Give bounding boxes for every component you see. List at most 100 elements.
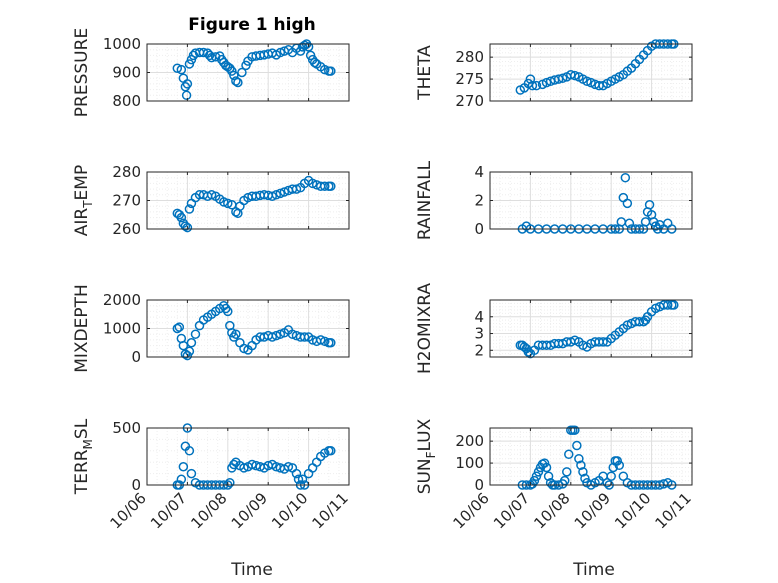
x-tick-label: 10/07 [490, 489, 533, 532]
data-point [326, 181, 336, 191]
data-point [229, 459, 239, 470]
data-point [291, 468, 302, 479]
y-tick-label: 3 [474, 325, 484, 343]
y-tick-label: 0 [474, 220, 484, 238]
data-point [190, 329, 201, 339]
data-point [186, 338, 197, 348]
y-tick-label: 500 [112, 419, 141, 437]
subplot-mixdepth: 0 1000 2000 MIXDEPTH [72, 284, 350, 373]
data-point [178, 340, 189, 351]
subplot-air_temp: 260 270 280 AIRTEMP [72, 163, 350, 238]
axes-box [489, 43, 693, 102]
data-point [307, 178, 318, 189]
x-tick-label: 10/11 [309, 489, 352, 532]
data-point [275, 188, 286, 199]
data-point [541, 462, 552, 473]
y-tick-label: 270 [112, 192, 141, 210]
data-point [229, 70, 239, 81]
data-point [231, 329, 241, 339]
data-point [178, 462, 189, 472]
y-tick-label: 1000 [103, 320, 141, 338]
data-point [293, 474, 304, 485]
y-axis-label: PRESSURE [72, 28, 92, 117]
data-point [186, 468, 197, 479]
data-point [291, 184, 302, 194]
y-tick-label: 2 [474, 341, 484, 359]
data-point [239, 463, 249, 473]
data-point [582, 76, 592, 87]
data-point [181, 90, 192, 101]
y-tick-label: 100 [455, 454, 484, 472]
data-point [206, 190, 217, 200]
data-point [172, 63, 183, 73]
data-point [223, 198, 233, 209]
y-tick-label: 200 [455, 432, 484, 450]
data-point [531, 471, 542, 481]
data-point [182, 222, 193, 233]
data-point [223, 306, 233, 317]
data-point [303, 42, 314, 52]
x-tick-label: 10/06 [107, 489, 150, 532]
data-point [172, 323, 183, 334]
x-tick-label: 10/10 [611, 489, 654, 532]
data-point [614, 460, 625, 471]
data-point [184, 204, 195, 214]
data-point [326, 338, 336, 348]
y-tick-label: 270 [455, 92, 484, 110]
y-tick-label: 2000 [103, 291, 141, 309]
subplot-theta: 270 275 280 THETA [415, 39, 693, 110]
y-axis-label: MIXDEPTH [72, 284, 92, 373]
subplot-pressure: 800 900 1000 PRESSURE [72, 28, 350, 117]
y-tick-label: 800 [112, 92, 141, 110]
data-point [618, 471, 629, 481]
data-point [231, 76, 241, 86]
data-point [320, 181, 330, 191]
data-markers [172, 300, 336, 361]
data-point [271, 190, 282, 200]
y-tick-label: 260 [112, 220, 141, 238]
data-point [576, 460, 586, 471]
data-point [182, 79, 193, 89]
data-markers [172, 39, 336, 101]
y-tick-label: 0 [131, 476, 141, 494]
x-axis-label-right: Time [572, 560, 615, 580]
y-axis-label: H2OMIXRA [415, 283, 435, 374]
data-point [237, 67, 247, 78]
data-point [320, 64, 330, 75]
axes-box [146, 427, 350, 486]
y-tick-label: 4 [474, 163, 484, 181]
y-tick-label: 2 [474, 192, 484, 210]
data-point [271, 330, 282, 341]
subplot-h2omixra: 234 H2OMIXRA [415, 283, 693, 374]
x-tick-label: 10/09 [228, 489, 271, 532]
data-point [541, 77, 552, 88]
y-axis-label: RAINFALL [415, 160, 435, 240]
data-point [525, 74, 536, 84]
data-point [297, 474, 308, 485]
y-tick-label: 1000 [103, 35, 141, 53]
data-point [539, 458, 550, 468]
data-markers [172, 175, 336, 233]
data-point [634, 317, 645, 327]
data-point [574, 453, 584, 464]
data-point [174, 322, 185, 332]
data-point [283, 462, 294, 472]
x-tick-label: 10/08 [530, 489, 573, 532]
data-point [176, 212, 187, 223]
x-tick-label: 10/06 [450, 489, 493, 532]
data-point [598, 337, 608, 347]
data-point [543, 471, 554, 481]
y-axis-label: SUNFLUX [415, 418, 438, 494]
data-point [612, 456, 623, 466]
data-point [608, 462, 618, 473]
data-point [315, 335, 326, 345]
data-point [570, 70, 580, 81]
y-tick-label: 280 [455, 48, 484, 66]
data-point [572, 440, 582, 451]
data-point [184, 346, 195, 357]
data-point [267, 191, 277, 201]
data-point [620, 172, 631, 183]
